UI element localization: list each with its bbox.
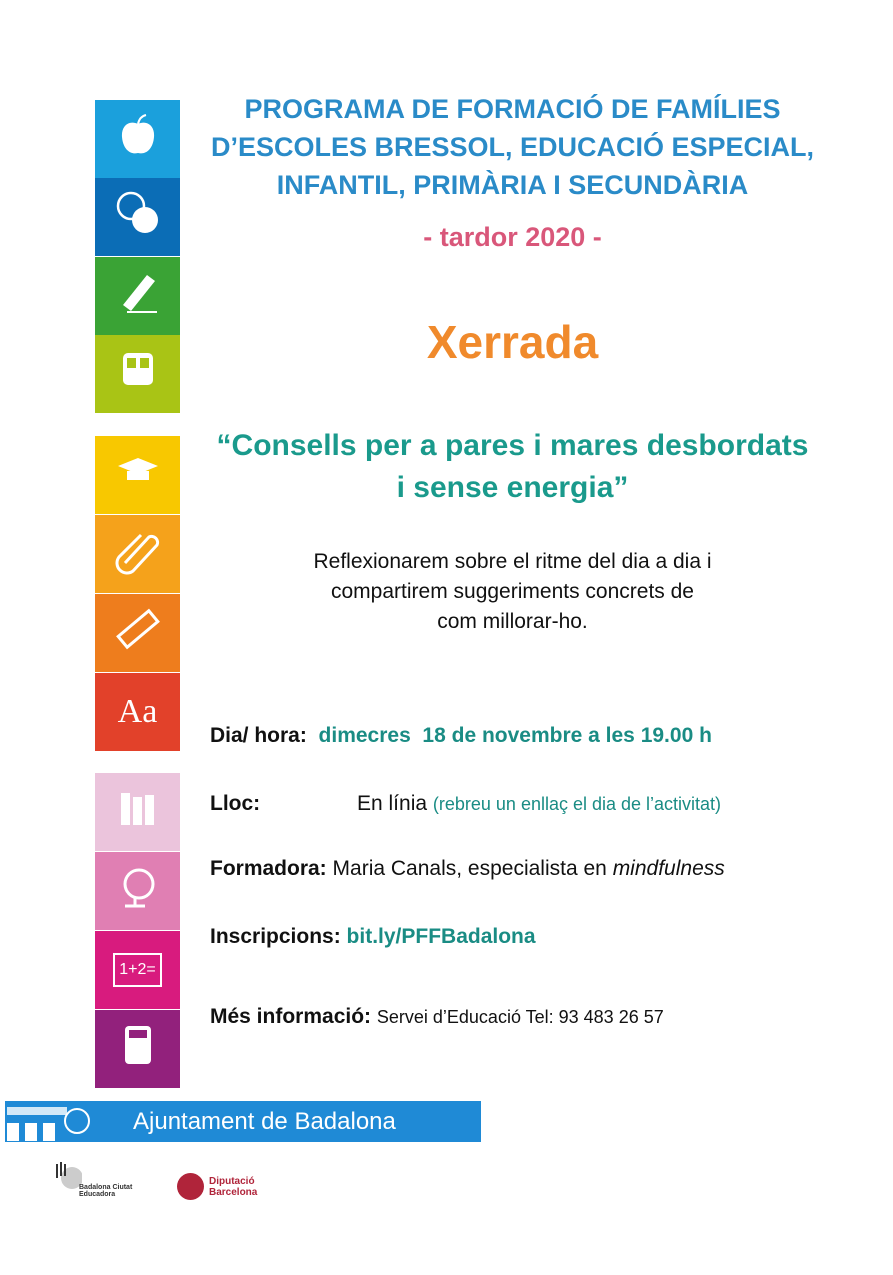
event-title-line: i sense energia”: [396, 471, 629, 504]
info-row: Més informació: Servei d’Educació Tel: 9…: [210, 1005, 664, 1029]
icon-tile: [95, 100, 180, 178]
icon-tile: [95, 436, 180, 514]
event-title-line: “Consells per a pares i mares desbordats: [216, 429, 809, 462]
trainer-value: Maria Canals, especialista en: [332, 857, 607, 880]
info-label: Més informació:: [210, 1005, 372, 1028]
pencil-icon: [113, 267, 163, 326]
hand-globe-icon: [56, 1162, 83, 1189]
globe-icon: [113, 862, 163, 921]
icon-tile: [95, 1010, 180, 1088]
icon-tile: [95, 178, 180, 256]
letters-icon: Aa: [117, 693, 158, 730]
diputacio-logo: Diputació Barcelona: [177, 1173, 257, 1200]
blackboard-icon: 1+2=: [113, 953, 162, 987]
calculator-icon: [113, 1020, 163, 1079]
trainer-emphasis: mindfulness: [612, 857, 725, 880]
title-line: PROGRAMA DE FORMACIÓ DE FAMÍLIES: [244, 94, 781, 124]
books-icon: [113, 783, 163, 842]
date-label: Dia/ hora:: [210, 724, 307, 747]
registration-link[interactable]: bit.ly/PFFBadalona: [346, 925, 536, 948]
place-row: Lloc: En línia (rebreu un enllaç el dia …: [210, 792, 721, 816]
title-line: INFANTIL, PRIMÀRIA I SECUNDÀRIA: [276, 170, 749, 200]
paperclip-icon: [113, 525, 163, 584]
event-type: Xerrada: [426, 316, 599, 368]
icon-tile: [95, 594, 180, 672]
icon-tile: [95, 335, 180, 413]
trainer-row: Formadora: Maria Canals, especialista en…: [210, 857, 725, 881]
event-title: “Consells per a pares i mares desbordats…: [200, 425, 825, 509]
apple-icon: [113, 110, 163, 169]
ruler-icon: [113, 604, 163, 663]
trainer-label: Formadora:: [210, 857, 327, 880]
program-title: PROGRAMA DE FORMACIÓ DE FAMÍLIES D’ESCOL…: [200, 90, 825, 204]
description-line: compartirem suggeriments concrets de: [331, 580, 694, 603]
icon-tile: Aa: [95, 673, 180, 751]
diputacio-logo-text: Diputació Barcelona: [209, 1176, 257, 1198]
description-line: Reflexionarem sobre el ritme del dia a d…: [313, 550, 712, 573]
description-line: com millorar-ho.: [437, 610, 588, 633]
badalona-logo-text: Badalona Ciutat Educadora: [79, 1184, 133, 1198]
crest-icon: [7, 1107, 90, 1141]
place-note: (rebreu un enllaç el dia de l’activitat): [432, 794, 722, 814]
place-value: En línia: [357, 792, 428, 815]
balls-icon: [113, 188, 163, 247]
icon-tile: [95, 852, 180, 930]
registration-row: Inscripcions: bit.ly/PFFBadalona: [210, 925, 536, 949]
icon-tile: [95, 515, 180, 593]
event-description: Reflexionarem sobre el ritme del dia a d…: [250, 547, 775, 637]
date-row: Dia/ hora: dimecres 18 de novembre a les…: [210, 724, 712, 748]
place-value-group: En línia (rebreu un enllaç el dia de l’a…: [357, 792, 721, 816]
info-value: Servei d’Educació Tel: 93 483 26 57: [376, 1007, 664, 1027]
diputacio-line: Diputació: [209, 1175, 255, 1187]
badalona-ciutat-educadora-logo: Badalona Ciutat Educadora: [52, 1162, 132, 1198]
place-label: Lloc:: [210, 792, 261, 815]
diputacio-seal-icon: [177, 1173, 204, 1200]
ajuntament-logo: Ajuntament de Badalona: [5, 1101, 481, 1142]
season: - tardor 2020 -: [423, 222, 602, 252]
title-line: D’ESCOLES BRESSOL, EDUCACIÓ ESPECIAL,: [210, 132, 815, 162]
ajuntament-name: Ajuntament de Badalona: [133, 1108, 396, 1135]
registration-label: Inscripcions:: [210, 925, 341, 948]
date-value: dimecres 18 de novembre a les 19.00 h: [318, 724, 712, 747]
graduation-cap-icon: [113, 446, 163, 505]
icon-tile: [95, 773, 180, 851]
bus-icon: [113, 345, 163, 404]
icon-tile: [95, 257, 180, 335]
icon-tile: 1+2=: [95, 931, 180, 1009]
diputacio-line: Barcelona: [209, 1186, 258, 1198]
